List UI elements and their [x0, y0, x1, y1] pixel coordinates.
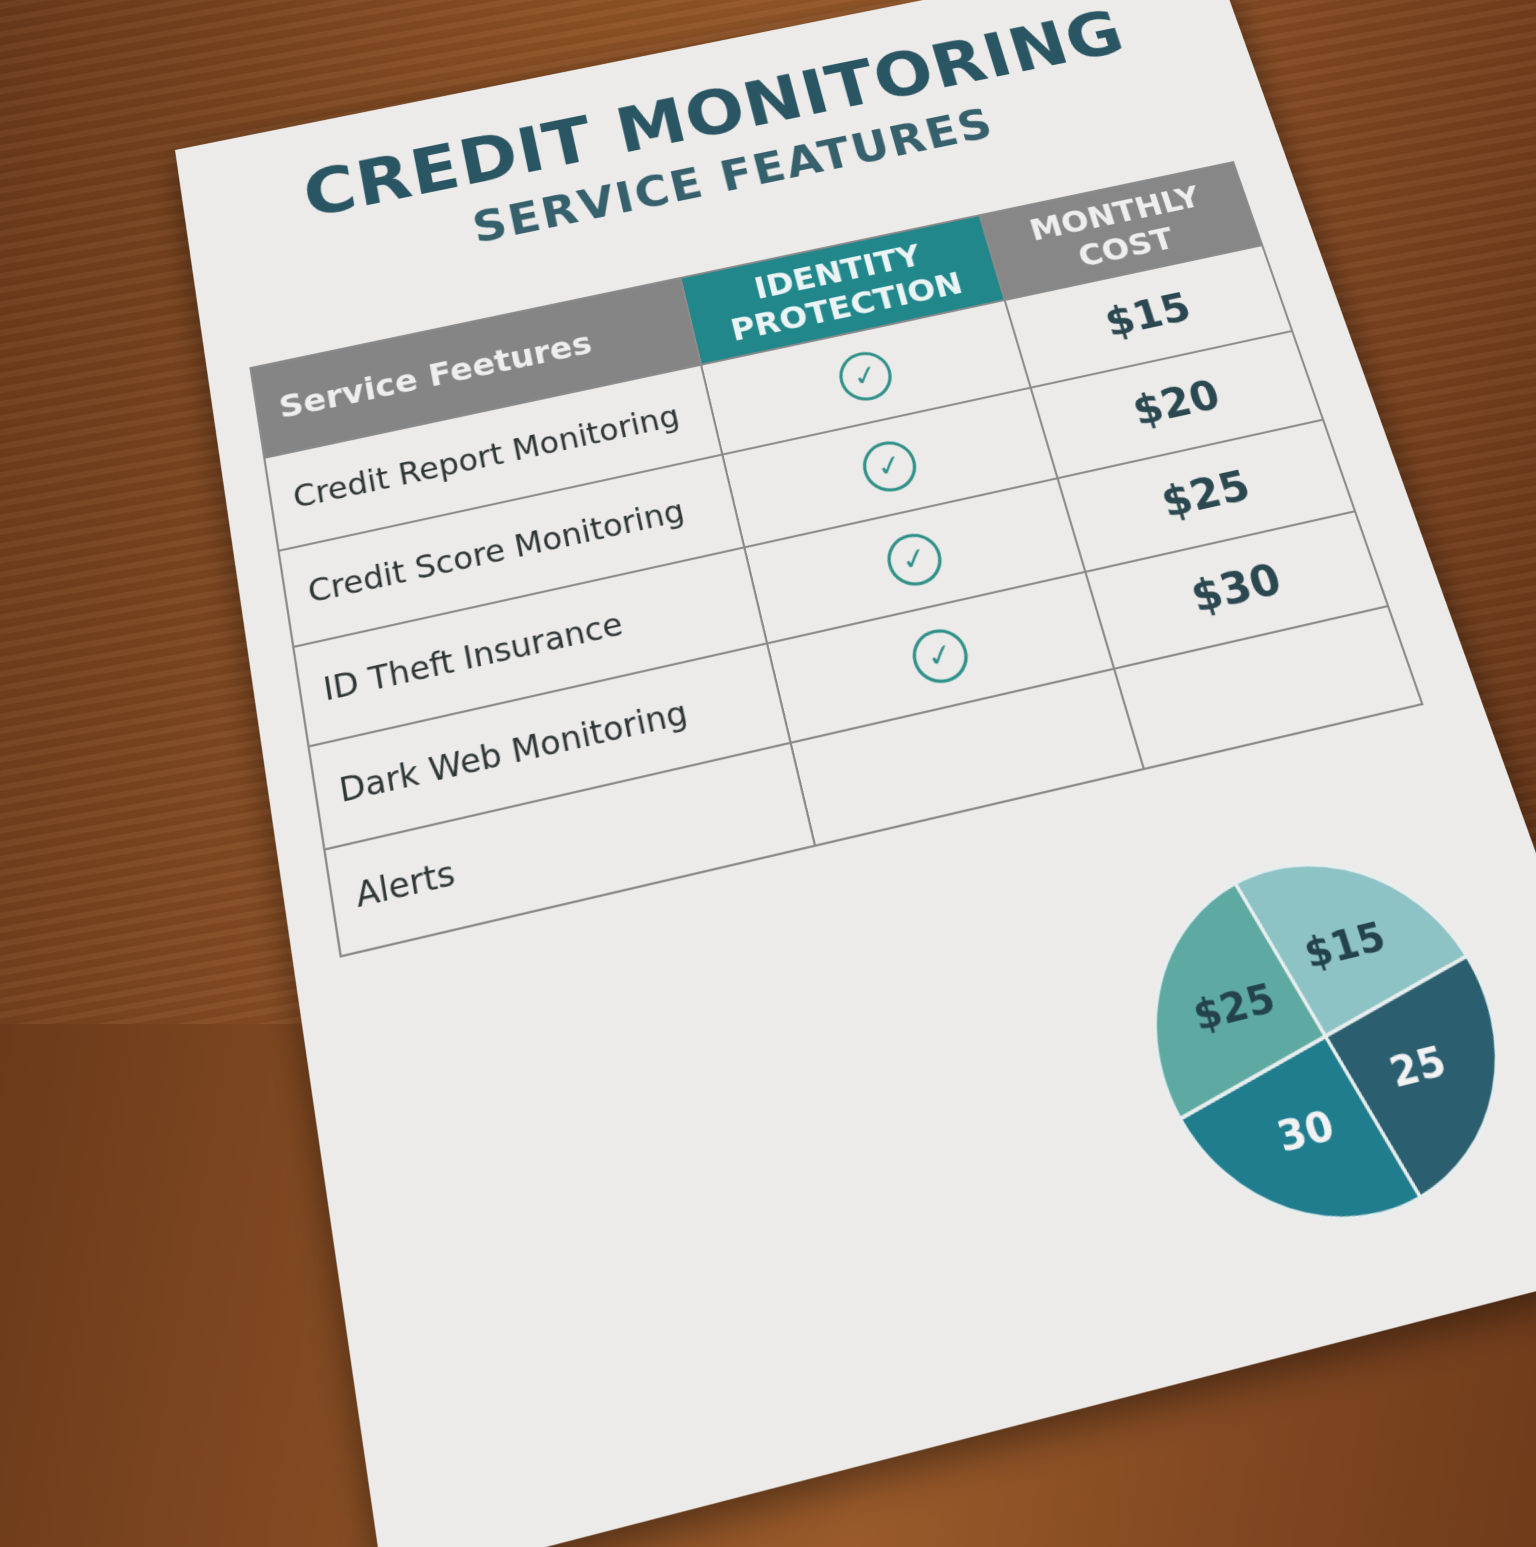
document-sheet: CREDIT MONITORING SERVICE FEATURES Servi… — [175, 0, 1536, 1547]
check-circle-icon: ✓ — [906, 624, 974, 689]
check-circle-icon: ✓ — [881, 528, 948, 591]
check-circle-icon: ✓ — [834, 347, 898, 406]
check-circle-icon: ✓ — [857, 436, 922, 497]
features-table: Service Feetures IDENTITY PROTECTION MON… — [249, 161, 1423, 958]
